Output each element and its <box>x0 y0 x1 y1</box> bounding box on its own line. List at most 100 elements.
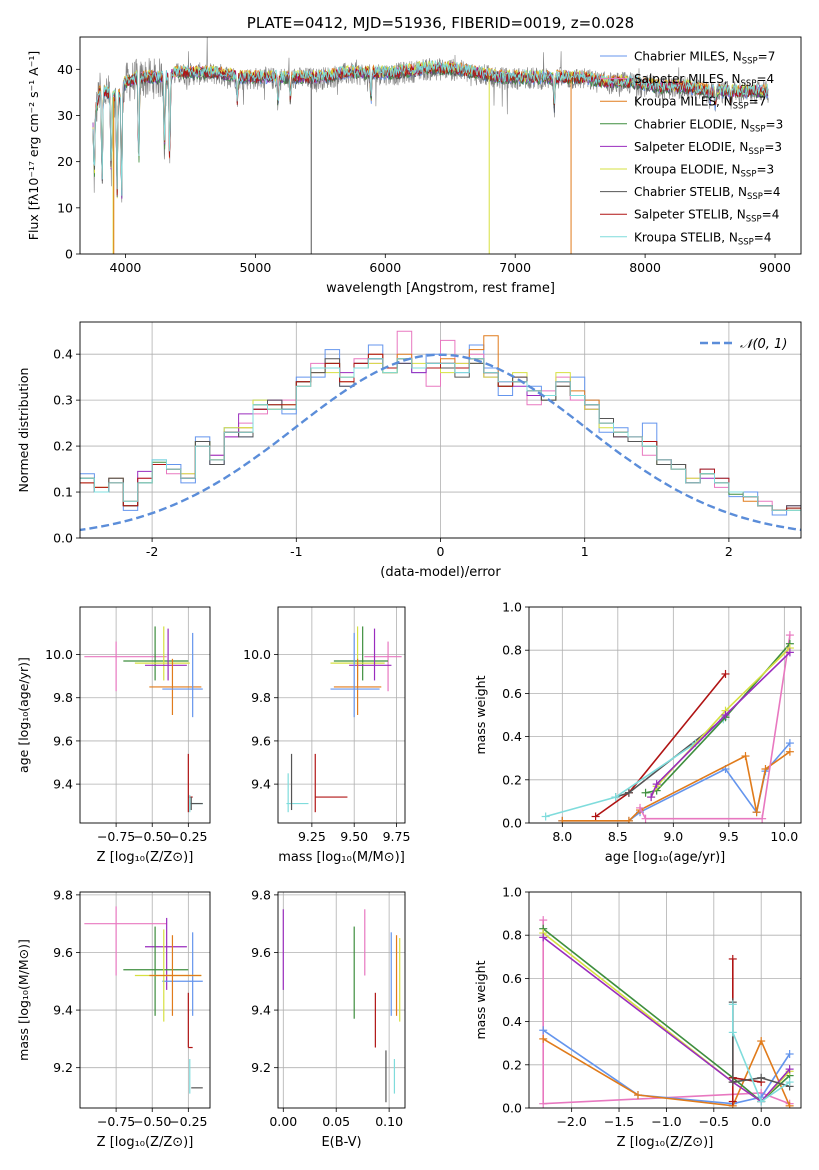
plot-area <box>282 909 401 1103</box>
x-tick-label: 1 <box>581 544 589 559</box>
plot-area <box>80 330 801 532</box>
x-axis-label: age [log₁₀(age/yr)] <box>605 850 726 865</box>
y-tick-label: 10.0 <box>45 647 73 662</box>
axes-frame <box>79 891 211 1109</box>
x-tick-label: 0.00 <box>269 1114 297 1129</box>
legend-value: =4 <box>756 72 774 86</box>
legend-subscript: SSP <box>746 215 762 225</box>
y-tick-label: 0.0 <box>53 531 73 546</box>
axes-frame <box>79 321 802 539</box>
y-tick-label: 1.0 <box>502 600 522 615</box>
legend-subscript: SSP <box>738 237 754 247</box>
weight-line-salpeter-miles <box>639 634 791 820</box>
histogram-salpeter-stelib <box>80 353 801 516</box>
weight-line-chabrier-elodie <box>542 928 791 1103</box>
x-tick-label: −0.75 <box>97 829 135 844</box>
y-tick-label: 0.3 <box>53 393 73 408</box>
x-tick-label: −1.0 <box>651 1114 681 1129</box>
y-axis-label: age [log₁₀(age/yr)] <box>16 657 31 773</box>
x-tick-label: −0.75 <box>97 1114 135 1129</box>
y-tick-label: 0.0 <box>502 1101 522 1116</box>
x-tick-label: 6000 <box>369 260 401 275</box>
y-tick-label: 0 <box>65 247 73 262</box>
weight-line-kroupa-stelib <box>545 718 724 818</box>
y-tick-label: 20 <box>57 154 73 169</box>
plot-area <box>84 626 203 813</box>
y-tick-label: 0.2 <box>502 1057 522 1072</box>
x-axis-label: wavelength [Angstrom, rest frame] <box>326 281 555 296</box>
x-axis-label: (data-model)/error <box>380 565 501 580</box>
legend-entry: Salpeter ELODIE, NSSP=3 <box>634 140 782 157</box>
y-axis-label: mass weight <box>473 675 488 754</box>
legend-subscript: SSP <box>747 192 763 202</box>
x-tick-label: 0.05 <box>322 1114 350 1129</box>
y-tick-label: 1.0 <box>502 885 522 900</box>
x-tick-label: 9.0 <box>663 829 683 844</box>
axes-mass-vs-Z: −0.75−0.50−0.25 9.2 9.4 9.6 9.8 Z [log₁₀(Z/Z⊙… <box>16 887 211 1150</box>
x-axis-label: E(B-V) <box>321 1135 361 1150</box>
y-axis-label: mass weight <box>473 960 488 1039</box>
histogram-kroupa-stelib <box>80 358 801 516</box>
legend-value: =3 <box>764 140 782 154</box>
legend-value: =4 <box>754 230 772 244</box>
y-tick-label: 0.2 <box>53 439 73 454</box>
chart-title: PLATE=0412, MJD=51936, FIBERID=0019, z=0… <box>247 14 634 32</box>
y-tick-label: 0.1 <box>53 485 73 500</box>
axes-frame <box>79 36 802 255</box>
weight-line-kroupa-stelib <box>731 1004 791 1103</box>
y-tick-label: 0.8 <box>502 643 522 658</box>
plot-area <box>92 37 769 254</box>
axes-frame <box>277 891 406 1109</box>
weight-line-salpeter-elodie <box>650 651 791 798</box>
y-tick-label: 9.6 <box>251 945 271 960</box>
legend-subscript: SSP <box>741 170 757 180</box>
y-tick-label: 9.8 <box>251 887 271 902</box>
y-tick-label: 0.6 <box>502 686 522 701</box>
y-tick-label: 9.2 <box>251 1060 271 1075</box>
weight-line-salpeter-miles <box>542 920 790 1105</box>
x-tick-label: −1.5 <box>604 1114 634 1129</box>
y-tick-label: 9.6 <box>53 945 73 960</box>
y-tick-label: 9.8 <box>53 690 73 705</box>
y-tick-label: 9.6 <box>53 733 73 748</box>
x-tick-label: 0 <box>437 544 445 559</box>
axes-mass-weight-vs-age: 8.0 8.5 9.0 9.5 10.0 0.0 0.2 0.4 0.6 0.8 1.0 age [l… <box>473 600 802 865</box>
x-tick-label: 8000 <box>629 260 661 275</box>
y-axis-label: Flux [fλ10⁻¹⁷ erg cm⁻² s⁻¹ A⁻¹] <box>26 51 41 240</box>
y-tick-label: 0.6 <box>502 971 522 986</box>
axes-age-vs-mass: 9.25 9.50 9.75 9.4 9.6 9.8 10.0 mass [log₁₀(M/M… <box>243 606 410 865</box>
axes-mass-weight-vs-Z: −2.0 −1.5 −1.0 −0.5 0.0 0.0 0.2 0.4 0.6 0.8 1.0 Z [… <box>473 885 802 1150</box>
y-tick-label: 9.8 <box>251 690 271 705</box>
y-axis-label: mass [log₁₀(M/M⊙)] <box>16 939 31 1061</box>
axes-frame <box>79 606 211 824</box>
y-tick-label: 0.4 <box>53 347 73 362</box>
x-tick-label: −0.50 <box>133 829 171 844</box>
legend-entry: Kroupa ELODIE, NSSP=3 <box>634 163 774 180</box>
y-tick-label: 40 <box>57 62 73 77</box>
x-tick-label: 8.5 <box>608 829 628 844</box>
legend-value: =3 <box>756 163 774 177</box>
x-axis-label: Z [log₁₀(Z/Z⊙)] <box>97 1135 194 1150</box>
legend-value: =4 <box>763 185 781 199</box>
x-tick-label: −0.25 <box>169 1114 207 1129</box>
plot-area <box>286 626 402 813</box>
legend-subscript: SSP <box>733 102 749 112</box>
x-axis-label: mass [log₁₀(M/M⊙)] <box>278 850 405 865</box>
x-tick-label: 9000 <box>759 260 791 275</box>
weight-line-kroupa-miles <box>562 751 791 822</box>
y-tick-label: 10 <box>57 200 73 215</box>
y-tick-label: 9.4 <box>251 1003 271 1018</box>
y-tick-label: 9.4 <box>53 1003 73 1018</box>
legend-value: =3 <box>766 117 784 131</box>
legend-entry-normal: 𝒩(0, 1) <box>740 337 787 352</box>
y-tick-label: 0.2 <box>502 772 522 787</box>
legend-entry: Salpeter MILES, NSSP=4 <box>634 72 774 89</box>
y-tick-label: 0.8 <box>502 928 522 943</box>
x-tick-label: 0.0 <box>751 1114 771 1129</box>
y-axis-label: Normed distribution <box>16 368 31 493</box>
legend-subscript: SSP <box>750 124 766 134</box>
y-tick-label: 9.2 <box>53 1060 73 1075</box>
legend-subscript: SSP <box>742 57 758 67</box>
legend-entry: Chabrier MILES, NSSP=7 <box>634 50 775 67</box>
